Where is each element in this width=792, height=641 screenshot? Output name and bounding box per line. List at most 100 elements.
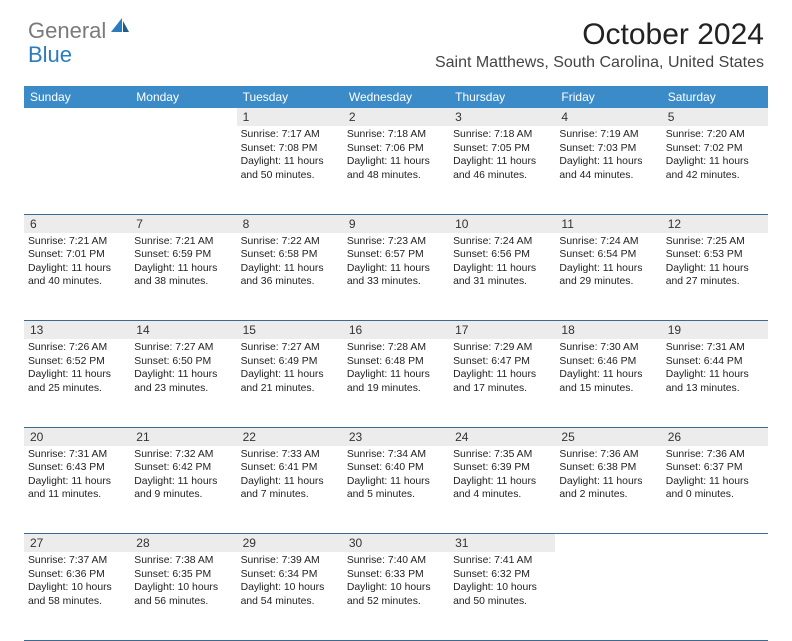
day-content: Sunrise: 7:20 AMSunset: 7:02 PMDaylight:… <box>662 126 768 188</box>
logo-text-general: General <box>28 18 106 44</box>
day-content: Sunrise: 7:30 AMSunset: 6:46 PMDaylight:… <box>555 339 661 401</box>
day-cell: Sunrise: 7:24 AMSunset: 6:56 PMDaylight:… <box>449 233 555 321</box>
daynum-cell: 25 <box>555 427 661 446</box>
day-content: Sunrise: 7:24 AMSunset: 6:54 PMDaylight:… <box>555 233 661 295</box>
daynum-cell: 15 <box>237 321 343 340</box>
daynum-cell <box>130 108 236 126</box>
sunrise-line: Sunrise: 7:28 AM <box>347 341 445 355</box>
daynum-cell: 5 <box>662 108 768 126</box>
daynum-cell: 29 <box>237 534 343 553</box>
calendar-head: SundayMondayTuesdayWednesdayThursdayFrid… <box>24 86 768 108</box>
daynum-cell: 31 <box>449 534 555 553</box>
day-cell: Sunrise: 7:26 AMSunset: 6:52 PMDaylight:… <box>24 339 130 427</box>
sunset-line: Sunset: 7:05 PM <box>453 142 551 156</box>
daynum-cell: 13 <box>24 321 130 340</box>
sunrise-line: Sunrise: 7:21 AM <box>28 235 126 249</box>
day-number: 5 <box>662 108 768 126</box>
daylight-line: Daylight: 11 hours and 9 minutes. <box>134 475 232 502</box>
daynum-cell: 8 <box>237 214 343 233</box>
daynum-cell: 1 <box>237 108 343 126</box>
daylight-line: Daylight: 11 hours and 48 minutes. <box>347 155 445 182</box>
day-number: 20 <box>24 428 130 446</box>
day-number: 18 <box>555 321 661 339</box>
sunrise-line: Sunrise: 7:36 AM <box>666 448 764 462</box>
day-cell: Sunrise: 7:18 AMSunset: 7:05 PMDaylight:… <box>449 126 555 214</box>
sunset-line: Sunset: 6:47 PM <box>453 355 551 369</box>
day-cell: Sunrise: 7:24 AMSunset: 6:54 PMDaylight:… <box>555 233 661 321</box>
sunrise-line: Sunrise: 7:29 AM <box>453 341 551 355</box>
daynum-cell: 3 <box>449 108 555 126</box>
day-number: 10 <box>449 215 555 233</box>
day-cell: Sunrise: 7:18 AMSunset: 7:06 PMDaylight:… <box>343 126 449 214</box>
sunrise-line: Sunrise: 7:27 AM <box>241 341 339 355</box>
sunrise-line: Sunrise: 7:24 AM <box>453 235 551 249</box>
day-cell: Sunrise: 7:37 AMSunset: 6:36 PMDaylight:… <box>24 552 130 640</box>
sunset-line: Sunset: 6:50 PM <box>134 355 232 369</box>
day-cell: Sunrise: 7:30 AMSunset: 6:46 PMDaylight:… <box>555 339 661 427</box>
day-cell: Sunrise: 7:21 AMSunset: 7:01 PMDaylight:… <box>24 233 130 321</box>
sunrise-line: Sunrise: 7:38 AM <box>134 554 232 568</box>
daynum-cell: 24 <box>449 427 555 446</box>
day-content: Sunrise: 7:17 AMSunset: 7:08 PMDaylight:… <box>237 126 343 188</box>
day-number: 22 <box>237 428 343 446</box>
day-content: Sunrise: 7:28 AMSunset: 6:48 PMDaylight:… <box>343 339 449 401</box>
day-content: Sunrise: 7:19 AMSunset: 7:03 PMDaylight:… <box>555 126 661 188</box>
sunrise-line: Sunrise: 7:26 AM <box>28 341 126 355</box>
daylight-line: Daylight: 11 hours and 13 minutes. <box>666 368 764 395</box>
day-cell: Sunrise: 7:36 AMSunset: 6:37 PMDaylight:… <box>662 446 768 534</box>
sunset-line: Sunset: 6:53 PM <box>666 248 764 262</box>
day-content: Sunrise: 7:31 AMSunset: 6:43 PMDaylight:… <box>24 446 130 508</box>
day-content: Sunrise: 7:18 AMSunset: 7:05 PMDaylight:… <box>449 126 555 188</box>
day-content: Sunrise: 7:22 AMSunset: 6:58 PMDaylight:… <box>237 233 343 295</box>
sunset-line: Sunset: 6:52 PM <box>28 355 126 369</box>
day-number: 2 <box>343 108 449 126</box>
daylight-line: Daylight: 10 hours and 54 minutes. <box>241 581 339 608</box>
weekday-header: Monday <box>130 86 236 108</box>
daynum-cell: 27 <box>24 534 130 553</box>
day-number: 30 <box>343 534 449 552</box>
day-content: Sunrise: 7:37 AMSunset: 6:36 PMDaylight:… <box>24 552 130 614</box>
sunset-line: Sunset: 6:48 PM <box>347 355 445 369</box>
daynum-cell: 17 <box>449 321 555 340</box>
weekday-header: Tuesday <box>237 86 343 108</box>
day-cell: Sunrise: 7:19 AMSunset: 7:03 PMDaylight:… <box>555 126 661 214</box>
sunset-line: Sunset: 6:54 PM <box>559 248 657 262</box>
daynum-cell <box>662 534 768 553</box>
sunset-line: Sunset: 6:33 PM <box>347 568 445 582</box>
day-cell: Sunrise: 7:23 AMSunset: 6:57 PMDaylight:… <box>343 233 449 321</box>
sunset-line: Sunset: 6:42 PM <box>134 461 232 475</box>
sunset-line: Sunset: 6:43 PM <box>28 461 126 475</box>
daylight-line: Daylight: 11 hours and 5 minutes. <box>347 475 445 502</box>
sunset-line: Sunset: 7:01 PM <box>28 248 126 262</box>
day-number: 28 <box>130 534 236 552</box>
day-content: Sunrise: 7:27 AMSunset: 6:49 PMDaylight:… <box>237 339 343 401</box>
daynum-cell: 20 <box>24 427 130 446</box>
daynum-cell: 26 <box>662 427 768 446</box>
weekday-header: Saturday <box>662 86 768 108</box>
day-number: 29 <box>237 534 343 552</box>
logo-sail-icon <box>110 17 130 40</box>
daylight-line: Daylight: 11 hours and 19 minutes. <box>347 368 445 395</box>
daynum-cell <box>24 108 130 126</box>
sunrise-line: Sunrise: 7:24 AM <box>559 235 657 249</box>
sunset-line: Sunset: 6:34 PM <box>241 568 339 582</box>
daynum-cell: 23 <box>343 427 449 446</box>
location: Saint Matthews, South Carolina, United S… <box>435 54 764 72</box>
day-cell: Sunrise: 7:27 AMSunset: 6:50 PMDaylight:… <box>130 339 236 427</box>
day-content: Sunrise: 7:32 AMSunset: 6:42 PMDaylight:… <box>130 446 236 508</box>
daynum-cell: 22 <box>237 427 343 446</box>
daynum-cell: 14 <box>130 321 236 340</box>
sunset-line: Sunset: 7:06 PM <box>347 142 445 156</box>
daylight-line: Daylight: 11 hours and 40 minutes. <box>28 262 126 289</box>
day-number: 23 <box>343 428 449 446</box>
sunset-line: Sunset: 6:36 PM <box>28 568 126 582</box>
sunrise-line: Sunrise: 7:37 AM <box>28 554 126 568</box>
daylight-line: Daylight: 11 hours and 25 minutes. <box>28 368 126 395</box>
sunset-line: Sunset: 6:59 PM <box>134 248 232 262</box>
day-content: Sunrise: 7:29 AMSunset: 6:47 PMDaylight:… <box>449 339 555 401</box>
day-cell: Sunrise: 7:29 AMSunset: 6:47 PMDaylight:… <box>449 339 555 427</box>
daylight-line: Daylight: 11 hours and 27 minutes. <box>666 262 764 289</box>
day-number: 11 <box>555 215 661 233</box>
daylight-line: Daylight: 10 hours and 52 minutes. <box>347 581 445 608</box>
day-cell: Sunrise: 7:36 AMSunset: 6:38 PMDaylight:… <box>555 446 661 534</box>
